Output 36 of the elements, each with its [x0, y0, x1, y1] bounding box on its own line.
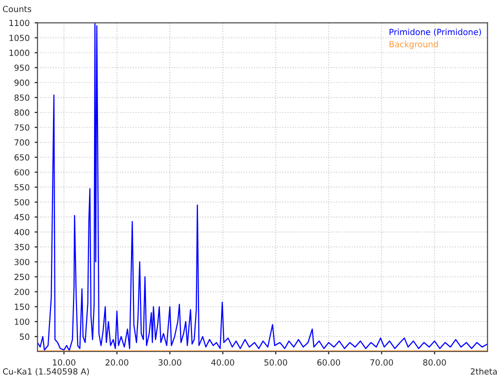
x-tick-label: 40.00	[211, 359, 234, 366]
text: Background	[390, 40, 438, 49]
x-tick-label: 80.00	[423, 359, 446, 366]
y-tick-label: 900	[14, 80, 30, 86]
y-tick-label: 950	[14, 64, 30, 71]
y-tick-label: 350	[14, 244, 30, 250]
y-tick-label: 300	[14, 258, 30, 266]
x-tick-label: 50.00	[264, 359, 288, 366]
y-tick-label: 650	[14, 154, 30, 161]
x-tick-label: 70.00	[370, 359, 393, 366]
y-tick-label: 1100	[10, 20, 30, 26]
line-series	[38, 22, 488, 352]
y-tick-label: 450	[14, 214, 30, 220]
y-tick-label: 200	[14, 288, 30, 296]
x-tick-label: 20.00	[106, 359, 128, 366]
y-tick-label: 600	[14, 169, 30, 176]
y-tick-label: 800	[14, 109, 30, 116]
y-tick-label: 100	[14, 318, 30, 325]
y-tick-label: 750	[14, 124, 30, 131]
y-tick-label: 500	[14, 199, 30, 206]
y-tick-label: 150	[14, 304, 30, 310]
y-tick-label: 1000	[10, 50, 30, 56]
x-tick-label: 60.00	[317, 359, 340, 366]
y-axis-title: Counts	[2, 6, 32, 12]
y-tick-label: 50	[20, 334, 30, 340]
y-tick-label: 400	[14, 228, 30, 236]
text: Cu-Ka1 (1.540598 A)	[2, 368, 89, 376]
x-axis-title: 2theta	[470, 368, 497, 375]
text: Primidone (Primidone)	[390, 28, 481, 36]
x-tick-label: 30.00	[158, 359, 182, 366]
y-tick-label: 550	[14, 184, 30, 190]
y-tick-label: 250	[14, 274, 30, 280]
x-tick-label: 10.00	[52, 359, 76, 366]
y-tick-label: 850	[14, 94, 30, 101]
y-tick-label: 700	[14, 139, 30, 146]
y-tick-label: 1050	[10, 34, 30, 42]
